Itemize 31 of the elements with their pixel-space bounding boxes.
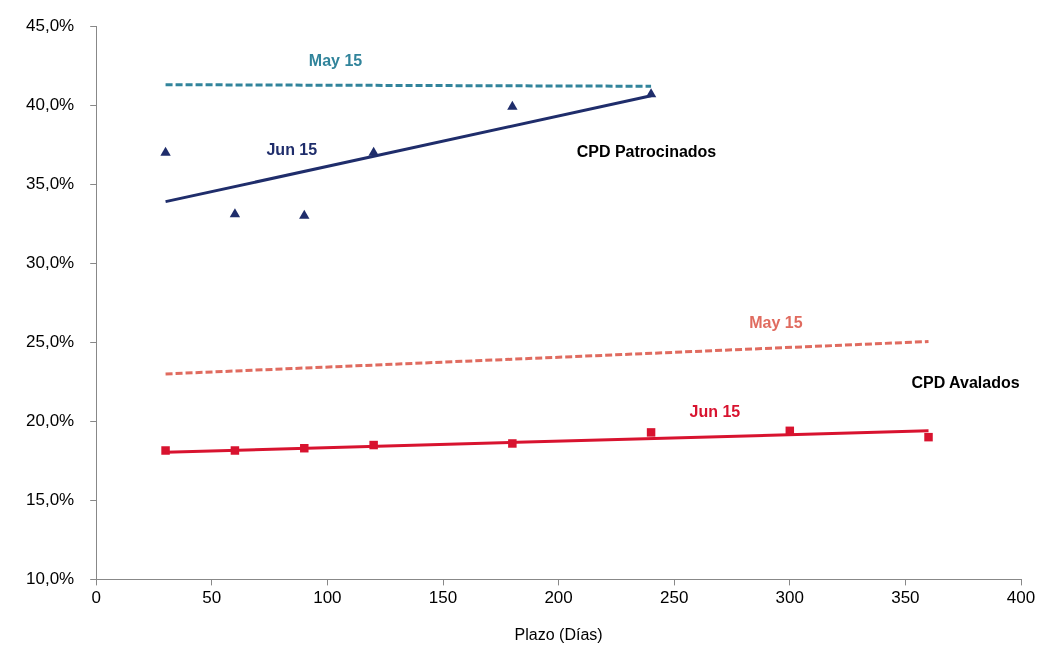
x-tick-label: 350	[891, 588, 920, 608]
y-tick-label: 45,0%	[26, 15, 75, 35]
point	[507, 100, 518, 110]
point	[160, 146, 171, 156]
y-tick-label: 25,0%	[26, 332, 75, 351]
series-label: May 15	[749, 314, 803, 332]
y-tick-label: 30,0%	[26, 252, 75, 272]
y-tick-label: 35,0%	[26, 173, 75, 193]
series-label: May 15	[308, 51, 363, 69]
x-axis-title: Plazo (Días)	[514, 625, 603, 643]
y-tick-label: 15,0%	[26, 490, 75, 510]
x-tick-label: 300	[775, 588, 804, 608]
x-tick-label: 200	[544, 588, 573, 608]
x-tick-label: 0	[91, 588, 101, 608]
x-tick-label: 50	[202, 588, 222, 608]
point	[161, 446, 170, 455]
point	[924, 432, 933, 442]
x-tick-label: 400	[1006, 588, 1036, 608]
series-label: Jun 15	[689, 403, 741, 421]
x-tick-label: 100	[313, 588, 342, 608]
point	[299, 209, 310, 219]
x-tick-label: 250	[660, 588, 689, 608]
y-tick-label: 40,0%	[26, 94, 75, 114]
series-label: Jun 15	[266, 140, 318, 158]
y-tick-label: 10,0%	[26, 569, 75, 589]
x-tick-label: 150	[428, 588, 458, 608]
point	[646, 428, 656, 437]
annotation: CPD Avalados	[911, 373, 1020, 391]
point	[229, 208, 241, 218]
annotation: CPD Patrocinados	[576, 143, 717, 161]
y-tick-label: 20,0%	[26, 411, 75, 431]
